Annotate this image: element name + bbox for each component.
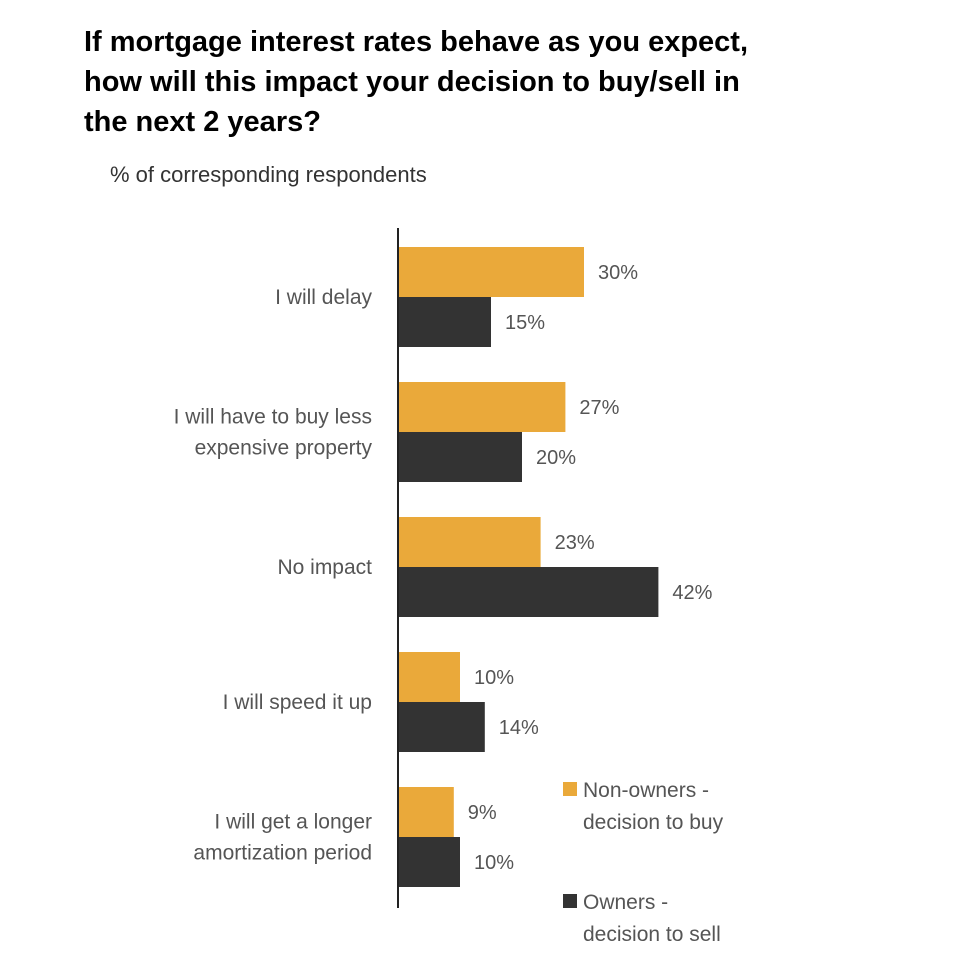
category-label-3: I will speed it up: [223, 691, 372, 714]
data-label-non-owners-1: 27%: [579, 397, 619, 419]
data-label-owners-3: 14%: [499, 717, 539, 739]
category-label-line: No impact: [277, 556, 372, 579]
data-label-non-owners-3: 10%: [474, 667, 514, 689]
chart-subtitle: % of corresponding respondents: [110, 162, 427, 187]
category-label-line: I will delay: [275, 286, 372, 309]
category-label-line: amortization period: [193, 842, 372, 865]
data-label-owners-2: 42%: [672, 582, 712, 604]
legend-swatch-non-owners: [563, 782, 577, 796]
bar-non-owners-0: [398, 247, 584, 297]
bar-owners-4: [398, 837, 460, 887]
data-label-non-owners-4: 9%: [468, 802, 497, 824]
data-label-non-owners-0: 30%: [598, 262, 638, 284]
legend-label-line: Non-owners -: [583, 779, 709, 802]
legend-label-line: Owners -: [583, 891, 668, 914]
chart-title-line-2: how will this impact your decision to bu…: [84, 66, 740, 98]
chart-title-line-3: the next 2 years?: [84, 106, 321, 138]
chart-title-line-1: If mortgage interest rates behave as you…: [84, 26, 749, 58]
legend-label-line: decision to buy: [583, 811, 724, 834]
bar-owners-2: [398, 567, 659, 617]
bar-owners-1: [398, 432, 522, 482]
category-label-line: I will have to buy less: [174, 406, 372, 429]
legend-label-line: decision to sell: [583, 923, 721, 946]
category-label-line: I will speed it up: [223, 691, 372, 714]
category-label-2: No impact: [277, 556, 372, 579]
category-label-0: I will delay: [275, 286, 372, 309]
bar-non-owners-4: [398, 787, 454, 837]
bars-layer: [398, 247, 659, 887]
legend-label-non-owners: Non-owners - decision to buy: [583, 779, 724, 834]
bar-owners-3: [398, 702, 485, 752]
labels-layer: 30% 15% I will delay 27% 20% I will have to b…: [174, 262, 713, 874]
chart-title: If mortgage interest rates behave as you…: [84, 22, 844, 142]
bar-non-owners-3: [398, 652, 460, 702]
legend-swatch-owners: [563, 894, 577, 908]
category-label-1: I will have to buy less expensive propert…: [174, 406, 373, 460]
bar-non-owners-1: [398, 382, 566, 432]
data-label-owners-0: 15%: [505, 312, 545, 334]
data-label-owners-1: 20%: [536, 447, 576, 469]
category-label-line: expensive property: [195, 437, 373, 460]
legend-label-owners: Owners - decision to sell: [583, 891, 721, 946]
data-label-owners-4: 10%: [474, 852, 514, 874]
data-label-non-owners-2: 23%: [555, 532, 595, 554]
category-label-line: I will get a longer: [214, 811, 372, 834]
bar-non-owners-2: [398, 517, 541, 567]
bar-owners-0: [398, 297, 491, 347]
category-label-4: I will get a longer amortization period: [193, 811, 372, 865]
legend: Non-owners - decision to buy Owners - decis…: [563, 779, 724, 946]
